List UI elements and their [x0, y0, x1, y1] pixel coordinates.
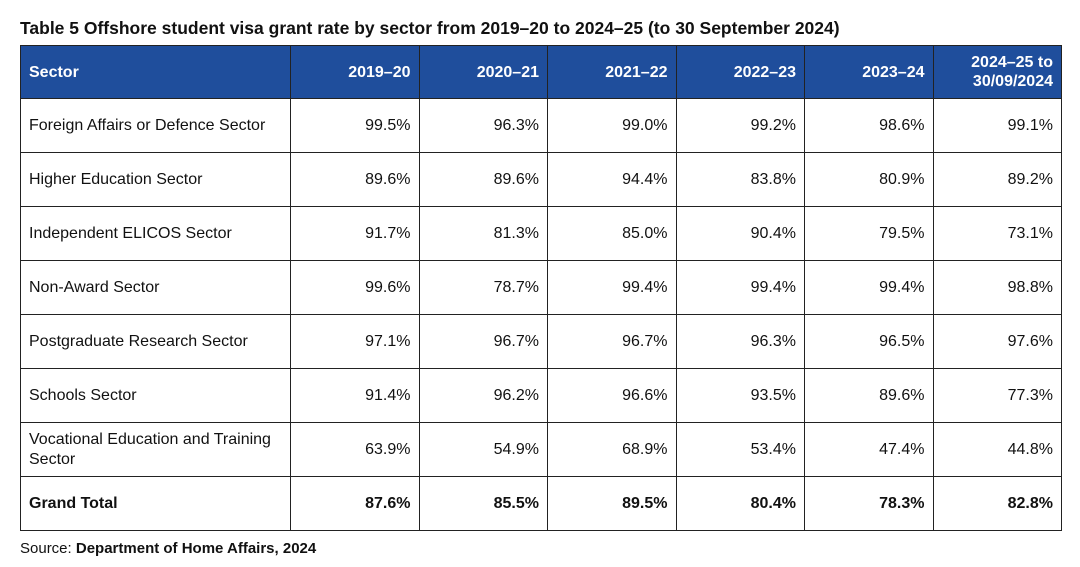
header-row: Sector 2019–20 2020–21 2021–22 2022–23 2023–2… — [20, 45, 1062, 99]
value-cell: 99.4% — [804, 260, 934, 315]
total-value: 87.6% — [290, 476, 420, 531]
value-cell: 96.3% — [675, 314, 805, 369]
value-cell: 98.8% — [932, 260, 1062, 315]
value-cell: 96.7% — [418, 314, 548, 369]
value-cell: 53.4% — [675, 422, 805, 477]
value-cell: 99.5% — [290, 98, 420, 153]
value-cell: 99.2% — [675, 98, 805, 153]
table-row: Schools Sector 91.4% 96.2% 96.6% 93.5% 89.6% 7… — [20, 368, 1062, 423]
sector-cell: Non-Award Sector — [20, 260, 291, 315]
sector-cell: Independent ELICOS Sector — [20, 206, 291, 261]
value-cell: 91.7% — [290, 206, 420, 261]
value-cell: 97.6% — [932, 314, 1062, 369]
table-body: Foreign Affairs or Defence Sector 99.5% 96… — [20, 98, 1062, 531]
header-cell: 2021–22 — [547, 45, 677, 99]
header-cell: 2020–21 — [418, 45, 548, 99]
total-value: 80.4% — [675, 476, 805, 531]
value-cell: 63.9% — [290, 422, 420, 477]
value-cell: 96.5% — [804, 314, 934, 369]
value-cell: 91.4% — [290, 368, 420, 423]
value-cell: 98.6% — [804, 98, 934, 153]
value-cell: 99.1% — [932, 98, 1062, 153]
value-cell: 77.3% — [932, 368, 1062, 423]
value-cell: 90.4% — [675, 206, 805, 261]
header-cell: 2019–20 — [290, 45, 420, 99]
value-cell: 44.8% — [932, 422, 1062, 477]
total-value: 89.5% — [547, 476, 677, 531]
value-cell: 96.6% — [547, 368, 677, 423]
source-text: Department of Home Affairs, 2024 — [75, 540, 317, 557]
table-row: Foreign Affairs or Defence Sector 99.5% 96… — [20, 98, 1062, 153]
total-value: 78.3% — [804, 476, 934, 531]
value-cell: 81.3% — [418, 206, 548, 261]
total-value: 82.8% — [932, 476, 1062, 531]
table-row: Vocational Education and Training Sector… — [20, 422, 1062, 477]
table-title: Table 5 Offshore student visa grant rate… — [20, 18, 840, 38]
total-row: Grand Total 87.6% 85.5% 89.5% 80.4% 78.3% 82.8… — [20, 476, 1062, 531]
header-cell: 2023–24 — [804, 45, 934, 99]
table-row: Independent ELICOS Sector 91.7% 81.3% 85.0%… — [20, 206, 1062, 261]
header-cell: 2024–25 to 30/09/2024 — [932, 45, 1062, 99]
sector-cell: Vocational Education and Training Sector — [20, 422, 291, 477]
sector-cell: Postgraduate Research Sector — [20, 314, 291, 369]
sector-cell: Higher Education Sector — [20, 152, 291, 207]
value-cell: 85.0% — [547, 206, 677, 261]
value-cell: 96.2% — [418, 368, 548, 423]
value-cell: 80.9% — [804, 152, 934, 207]
value-cell: 99.4% — [547, 260, 677, 315]
source-label: Source: — [20, 540, 72, 557]
value-cell: 96.7% — [547, 314, 677, 369]
value-cell: 78.7% — [418, 260, 548, 315]
value-cell: 83.8% — [675, 152, 805, 207]
value-cell: 79.5% — [804, 206, 934, 261]
sector-cell: Foreign Affairs or Defence Sector — [20, 98, 291, 153]
sector-cell: Schools Sector — [20, 368, 291, 423]
header-cell: 2022–23 — [675, 45, 805, 99]
value-cell: 54.9% — [418, 422, 548, 477]
value-cell: 89.6% — [804, 368, 934, 423]
table-row: Postgraduate Research Sector 97.1% 96.7% 96… — [20, 314, 1062, 369]
value-cell: 99.4% — [675, 260, 805, 315]
value-cell: 89.6% — [290, 152, 420, 207]
total-label: Grand Total — [20, 476, 291, 531]
value-cell: 99.6% — [290, 260, 420, 315]
source: Source: Department of Home Affairs, 2024 — [20, 540, 316, 557]
value-cell: 96.3% — [418, 98, 548, 153]
value-cell: 89.6% — [418, 152, 548, 207]
value-cell: 94.4% — [547, 152, 677, 207]
value-cell: 89.2% — [932, 152, 1062, 207]
value-cell: 99.0% — [547, 98, 677, 153]
value-cell: 97.1% — [290, 314, 420, 369]
table-row: Non-Award Sector 99.6% 78.7% 99.4% 99.4% 99.4… — [20, 260, 1062, 315]
header-cell: Sector — [20, 45, 291, 99]
data-table: Sector 2019–20 2020–21 2021–22 2022–23 2023–2… — [20, 45, 1062, 531]
value-cell: 47.4% — [804, 422, 934, 477]
value-cell: 93.5% — [675, 368, 805, 423]
total-value: 85.5% — [418, 476, 548, 531]
value-cell: 68.9% — [547, 422, 677, 477]
value-cell: 73.1% — [932, 206, 1062, 261]
table-row: Higher Education Sector 89.6% 89.6% 94.4% 83… — [20, 152, 1062, 207]
